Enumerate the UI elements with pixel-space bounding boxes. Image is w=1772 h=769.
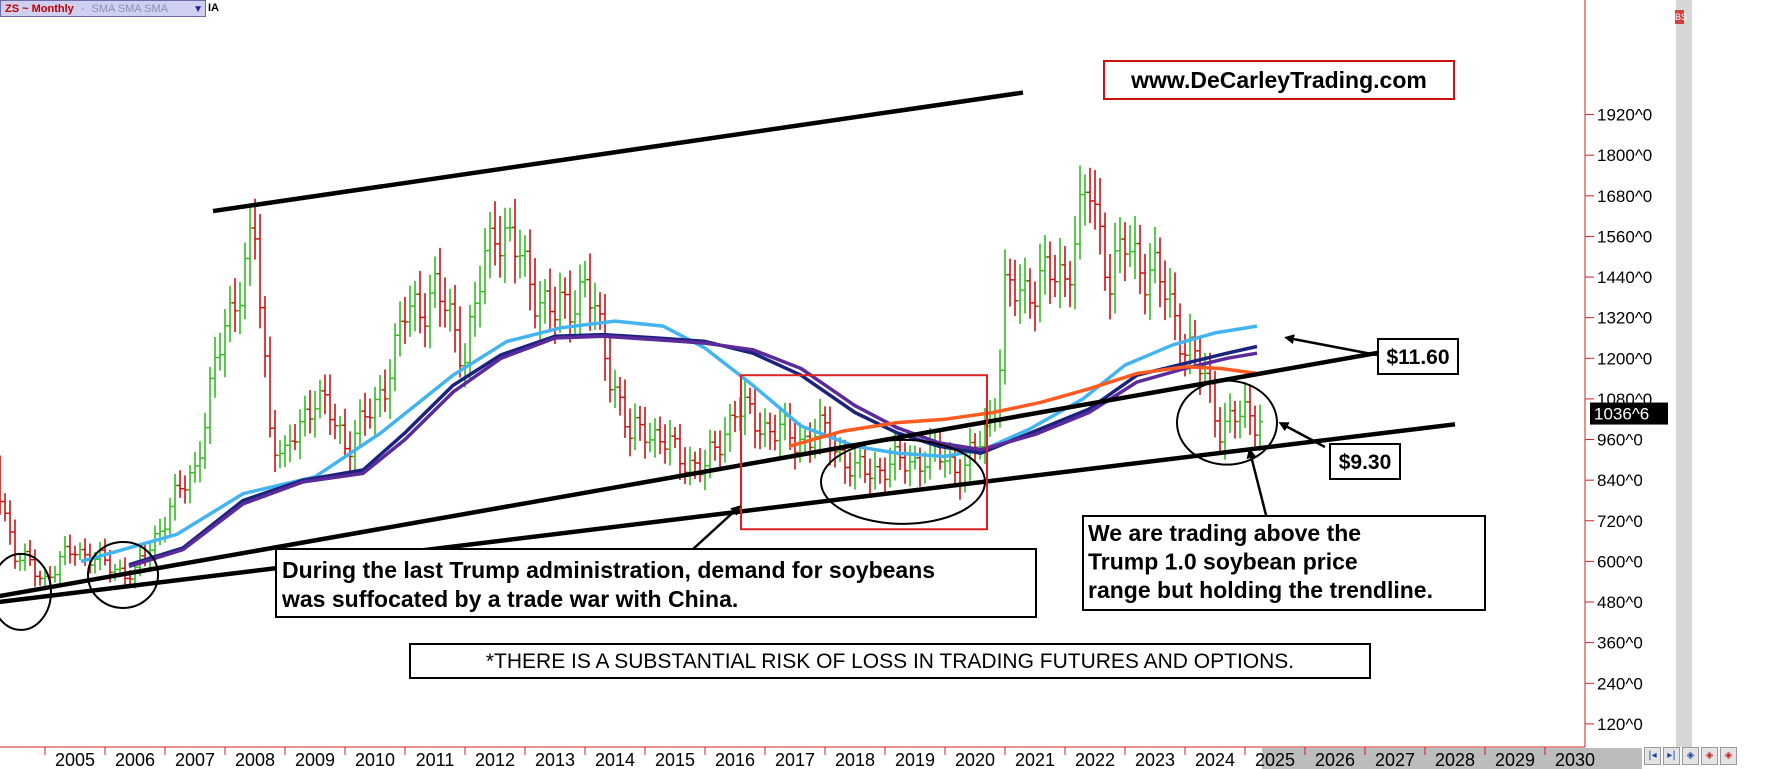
y-tick-label: 840^0	[1597, 471, 1643, 490]
chart-scroll-left-icon[interactable]: |◂	[1644, 747, 1661, 765]
trade-war-text: was suffocated by a trade war with China…	[281, 586, 738, 612]
chart-nav-buttons: |◂ ▸| ◈ ◈ ◈	[1644, 747, 1737, 765]
x-tick-label: 2018	[835, 750, 875, 769]
trendline-1	[212, 90, 1024, 214]
y-tick-label: 480^0	[1597, 593, 1643, 612]
x-tick-label: 2013	[535, 750, 575, 769]
axis-scrollbar	[1676, 0, 1692, 747]
x-tick-label: 2012	[475, 750, 515, 769]
disclaimer-box	[409, 643, 1371, 679]
zoom-in-icon[interactable]: ◈	[1682, 747, 1699, 765]
axis-gap	[1584, 0, 1588, 747]
sma-line-4	[788, 365, 1258, 448]
symbol-header[interactable]: ZS ~ Monthly - SMA SMA SMA ▼	[0, 0, 206, 17]
plot-background	[0, 0, 1584, 747]
x-tick-label: 2027	[1375, 750, 1415, 769]
x-tick-label: 2007	[175, 750, 215, 769]
future-range-shade	[1262, 748, 1642, 769]
indicator-list: SMA SMA SMA	[91, 3, 168, 15]
chevron-down-icon[interactable]: ▼	[193, 4, 203, 15]
trading-above-text: Trump 1.0 soybean price	[1088, 549, 1358, 575]
buy-sell-button[interactable]: BS	[1675, 10, 1688, 24]
trendline-arrow	[691, 505, 741, 551]
x-tick-label: 2010	[355, 750, 395, 769]
callouts: www.DeCarleyTrading.com $11.60 $9.30 During…	[275, 60, 1486, 679]
x-tick-label: 2014	[595, 750, 635, 769]
price-tag-930: $9.30	[1339, 451, 1392, 474]
x-tick-label: 2008	[235, 750, 275, 769]
annotation-shapes	[0, 334, 1378, 631]
y-tick-label: 1800^0	[1597, 146, 1652, 165]
last-price-label: 1036^6	[1594, 405, 1649, 424]
x-tick-label: 2016	[715, 750, 755, 769]
circle-highlight	[820, 438, 986, 525]
trump-era-box	[740, 374, 988, 531]
price-930-arrow	[1278, 422, 1326, 449]
x-tick-label: 2017	[775, 750, 815, 769]
y-tick-label: 960^0	[1597, 431, 1643, 450]
x-tick-label: 2020	[955, 750, 995, 769]
x-tick-label: 2024	[1195, 750, 1235, 769]
website-text: www.DeCarleyTrading.com	[1130, 67, 1427, 93]
y-tick-label: 1920^0	[1597, 106, 1652, 125]
y-tick-label: 1320^0	[1597, 309, 1652, 328]
y-tick-label: 1200^0	[1597, 349, 1652, 368]
x-tick-label: 2005	[55, 750, 95, 769]
x-tick-label: 2026	[1315, 750, 1355, 769]
trendlines	[0, 90, 1456, 605]
zoom-out-icon[interactable]: ◈	[1701, 747, 1718, 765]
time-axis: 2005 2006 2007 2008 2009 2010 2011 2012 2013 2014…	[0, 746, 1772, 769]
price-axis: 120^0 240^0 360^0 480^0 600^0 720^0 840^0 960^0…	[1584, 0, 1692, 747]
sma-line-3	[128, 334, 1258, 569]
y-tick-label: 240^0	[1597, 674, 1643, 693]
trading-above-text: range but holding the trendline.	[1088, 577, 1433, 603]
x-tick-label: 2015	[655, 750, 695, 769]
trendline-3	[0, 422, 1456, 605]
circle-highlight	[87, 540, 159, 609]
disclaimer-text: *THERE IS A SUBSTANTIAL RISK OF LOSS IN …	[486, 650, 1294, 673]
x-tick-label: 2029	[1495, 750, 1535, 769]
symbol-label: ZS ~ Monthly	[5, 3, 74, 15]
last-price-box	[1590, 402, 1668, 425]
separator: -	[80, 3, 85, 15]
x-tick-label: 2025	[1255, 750, 1295, 769]
circle-highlight	[0, 552, 52, 631]
y-tick-label: 720^0	[1597, 512, 1643, 531]
y-tick-label: 1680^0	[1597, 187, 1652, 206]
x-tick-label: 2021	[1015, 750, 1055, 769]
reset-icon[interactable]: ◈	[1720, 747, 1737, 765]
trade-war-text: During the last Trump administration, de…	[282, 557, 935, 583]
x-tick-label: 2006	[115, 750, 155, 769]
x-tick-label: 2011	[416, 750, 455, 769]
header-tail-text: IA	[208, 2, 219, 14]
x-tick-label: 2022	[1075, 750, 1115, 769]
x-tick-label: 2023	[1135, 750, 1175, 769]
y-tick-label: 600^0	[1597, 552, 1643, 571]
callout-arrow	[1246, 448, 1268, 516]
price-tag-930-box	[1329, 443, 1401, 480]
trendline-2	[0, 347, 1396, 599]
website-box	[1103, 60, 1455, 100]
y-tick-label: 360^0	[1597, 634, 1643, 653]
y-tick-label: 1560^0	[1597, 227, 1652, 246]
price-tag-1160: $11.60	[1386, 346, 1449, 369]
chart-scroll-right-icon[interactable]: ▸|	[1663, 747, 1680, 765]
x-tick-label: 2009	[295, 750, 335, 769]
x-tick-label: 2028	[1435, 750, 1475, 769]
y-tick-label: 1440^0	[1597, 268, 1652, 287]
price-bars	[0, 165, 1263, 589]
circle-highlight	[1176, 379, 1278, 466]
trading-above-text: We are trading above the	[1088, 520, 1361, 546]
price-tag-1160-box	[1377, 338, 1459, 375]
x-tick-label: 2030	[1555, 750, 1595, 769]
y-tick-label: 120^0	[1597, 715, 1643, 734]
x-tick-label: 2019	[895, 750, 935, 769]
price-1160-arrow	[1284, 334, 1378, 357]
trading-above-box	[1082, 515, 1486, 611]
trade-war-box	[275, 548, 1037, 618]
